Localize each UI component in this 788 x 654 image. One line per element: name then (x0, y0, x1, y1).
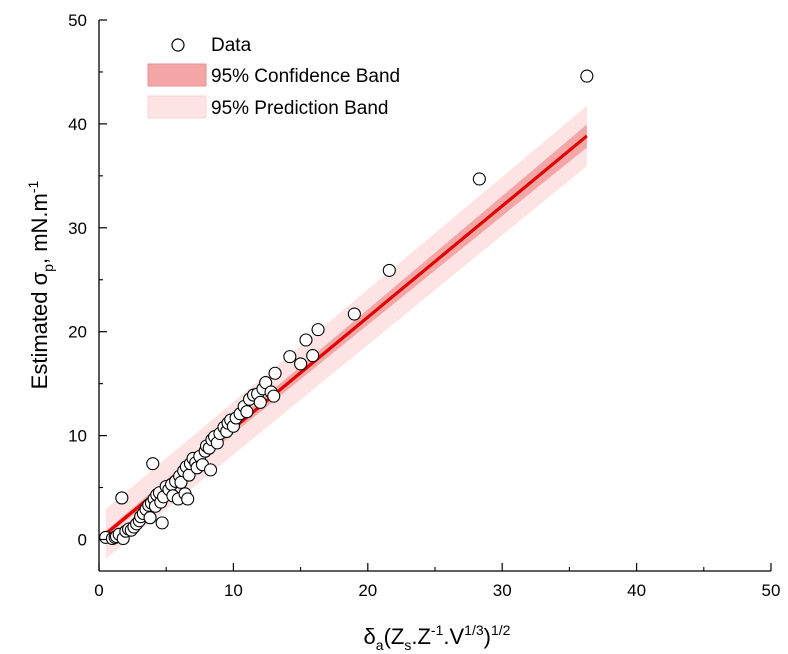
data-point (204, 463, 218, 477)
legend-marker-data (171, 38, 185, 52)
y-tick-label: 50 (68, 11, 87, 30)
data-point (143, 511, 157, 525)
data-point (347, 307, 361, 321)
legend-swatch-prediction (147, 95, 207, 119)
y-axis-title: Estimated σp, mN.m-1 (25, 180, 56, 389)
legend: Data 95% Confidence Band 95% Prediction … (147, 35, 400, 119)
data-point (306, 349, 320, 363)
y-ticks: 0 10 20 30 40 50 (68, 11, 107, 550)
x-tick-label: 30 (493, 581, 512, 600)
data-point (311, 323, 325, 337)
data-point (294, 357, 308, 371)
data-point (382, 263, 396, 277)
legend-label-data: Data (211, 35, 252, 56)
x-axis-title: δa(Zs.Z-1.V1/3)1/2 (364, 622, 511, 653)
data-point (268, 366, 282, 380)
data-point (181, 492, 195, 506)
legend-swatch-confidence (147, 63, 207, 87)
data-point (283, 350, 297, 364)
data-point (155, 516, 169, 530)
x-tick-label: 0 (94, 581, 103, 600)
y-tick-label: 20 (68, 323, 87, 342)
y-tick-label: 40 (68, 115, 87, 134)
data-point (253, 395, 267, 409)
y-tick-label: 0 (78, 531, 87, 550)
y-tick-label: 10 (68, 427, 87, 446)
data-point (580, 69, 594, 83)
x-ticks: 0 10 20 30 40 50 (94, 563, 780, 600)
x-tick-label: 10 (224, 581, 243, 600)
legend-label-confidence: 95% Confidence Band (211, 66, 400, 87)
legend-label-prediction: 95% Prediction Band (211, 98, 388, 119)
data-point (267, 389, 281, 403)
x-tick-label: 50 (762, 581, 781, 600)
x-tick-label: 20 (358, 581, 377, 600)
plot-area (99, 69, 594, 559)
data-point (240, 405, 254, 419)
data-point (146, 457, 160, 471)
x-tick-label: 40 (627, 581, 646, 600)
axes: 0 10 20 30 40 50 0 10 20 30 40 50 (68, 11, 780, 600)
data-points (99, 69, 594, 546)
y-tick-label: 30 (68, 219, 87, 238)
data-point (472, 172, 486, 186)
data-point (299, 333, 313, 347)
data-point (115, 491, 129, 505)
